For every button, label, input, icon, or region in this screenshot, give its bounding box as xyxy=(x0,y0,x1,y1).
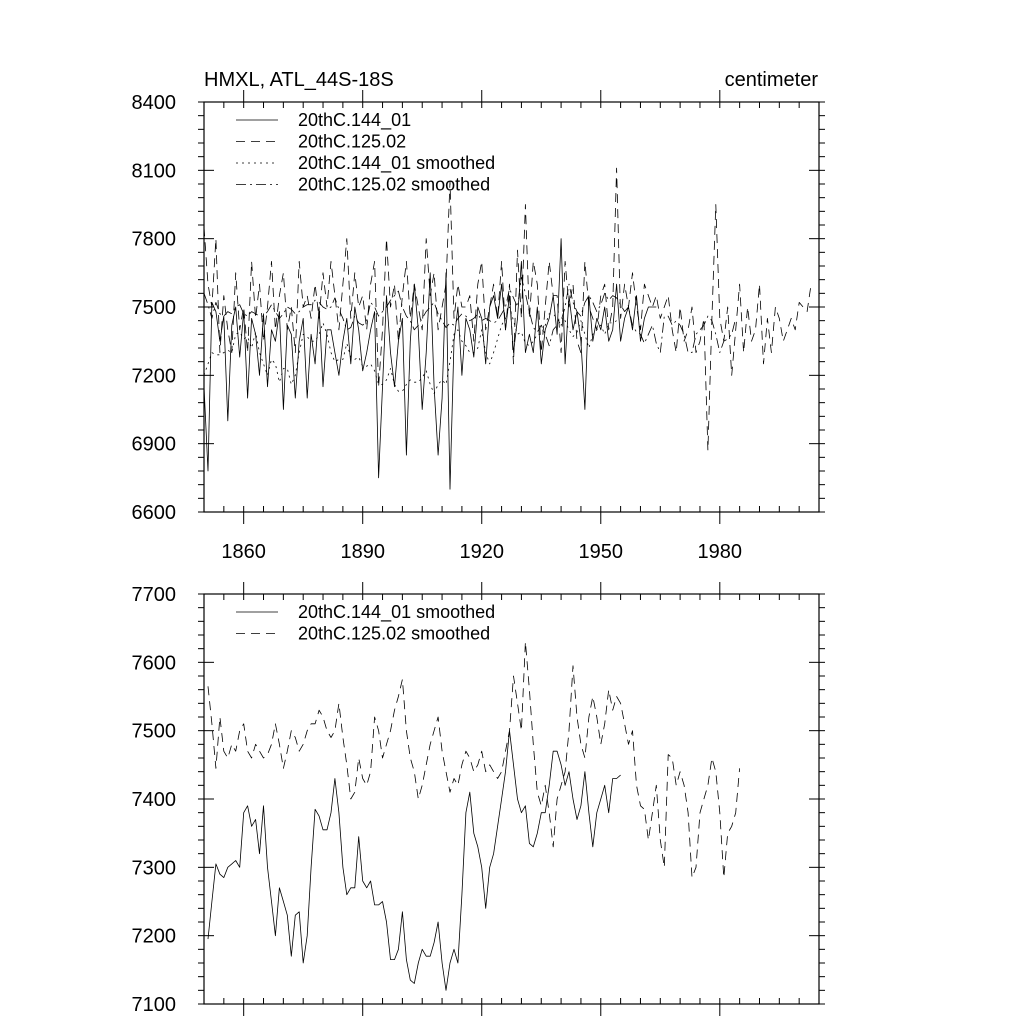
plot-frame xyxy=(203,101,820,513)
units-label: centimeter xyxy=(725,69,819,91)
series-line-0 xyxy=(203,238,657,490)
axis-ticks: 6600 6900 7200 7500 7800 8100 8400 1860 1890 1920… xyxy=(132,90,825,563)
y-tick-label: 7500 xyxy=(132,721,177,743)
series-line-1 xyxy=(203,167,812,451)
x-tick-label: 1890 xyxy=(340,541,385,563)
series-group xyxy=(203,167,812,490)
x-tick-label: 1950 xyxy=(579,541,624,563)
y-tick-label: 6900 xyxy=(132,434,177,456)
x-tick-label: 1920 xyxy=(459,541,504,563)
legend-label: 20thC.125.02 smoothed xyxy=(298,624,490,644)
legend-label: 20thC.144_01 xyxy=(298,110,411,131)
chart-title: HMXL, ATL_44S-18S xyxy=(204,69,394,91)
bottom-panel: 7100 7200 7300 7400 7500 7600 7700 20thC.144_0… xyxy=(132,582,825,1016)
series-group xyxy=(207,641,740,991)
y-tick-label: 7400 xyxy=(132,789,177,811)
y-tick-label: 8100 xyxy=(132,160,177,182)
legend-label: 20thC.144_01 smoothed xyxy=(298,602,495,623)
top-panel: HMXL, ATL_44S-18S centimeter 6600 6900 720… xyxy=(132,69,825,563)
y-tick-label: 7200 xyxy=(132,365,177,387)
y-tick-label: 7100 xyxy=(132,994,177,1016)
x-tick-label: 1980 xyxy=(698,541,743,563)
legend-label: 20thC.125.02 smoothed xyxy=(298,175,490,195)
series-line-2 xyxy=(203,306,617,395)
y-tick-label: 8400 xyxy=(132,92,177,114)
axis-ticks: 7100 7200 7300 7400 7500 7600 7700 xyxy=(132,582,825,1016)
y-tick-label: 6600 xyxy=(132,502,177,524)
series-line-1 xyxy=(207,641,740,878)
plot-frame xyxy=(203,593,820,1005)
x-tick-label: 1860 xyxy=(221,541,266,563)
series-line-3 xyxy=(203,276,737,354)
y-tick-label: 7500 xyxy=(132,297,177,319)
y-tick-label: 7600 xyxy=(132,652,177,674)
y-tick-label: 7700 xyxy=(132,584,177,606)
legend-label: 20thC.144_01 smoothed xyxy=(298,153,495,174)
legend-label: 20thC.125.02 xyxy=(298,132,406,152)
y-tick-label: 7300 xyxy=(132,857,177,879)
y-tick-label: 7800 xyxy=(132,229,177,251)
series-line-0 xyxy=(207,730,621,991)
y-tick-label: 7200 xyxy=(132,926,177,948)
